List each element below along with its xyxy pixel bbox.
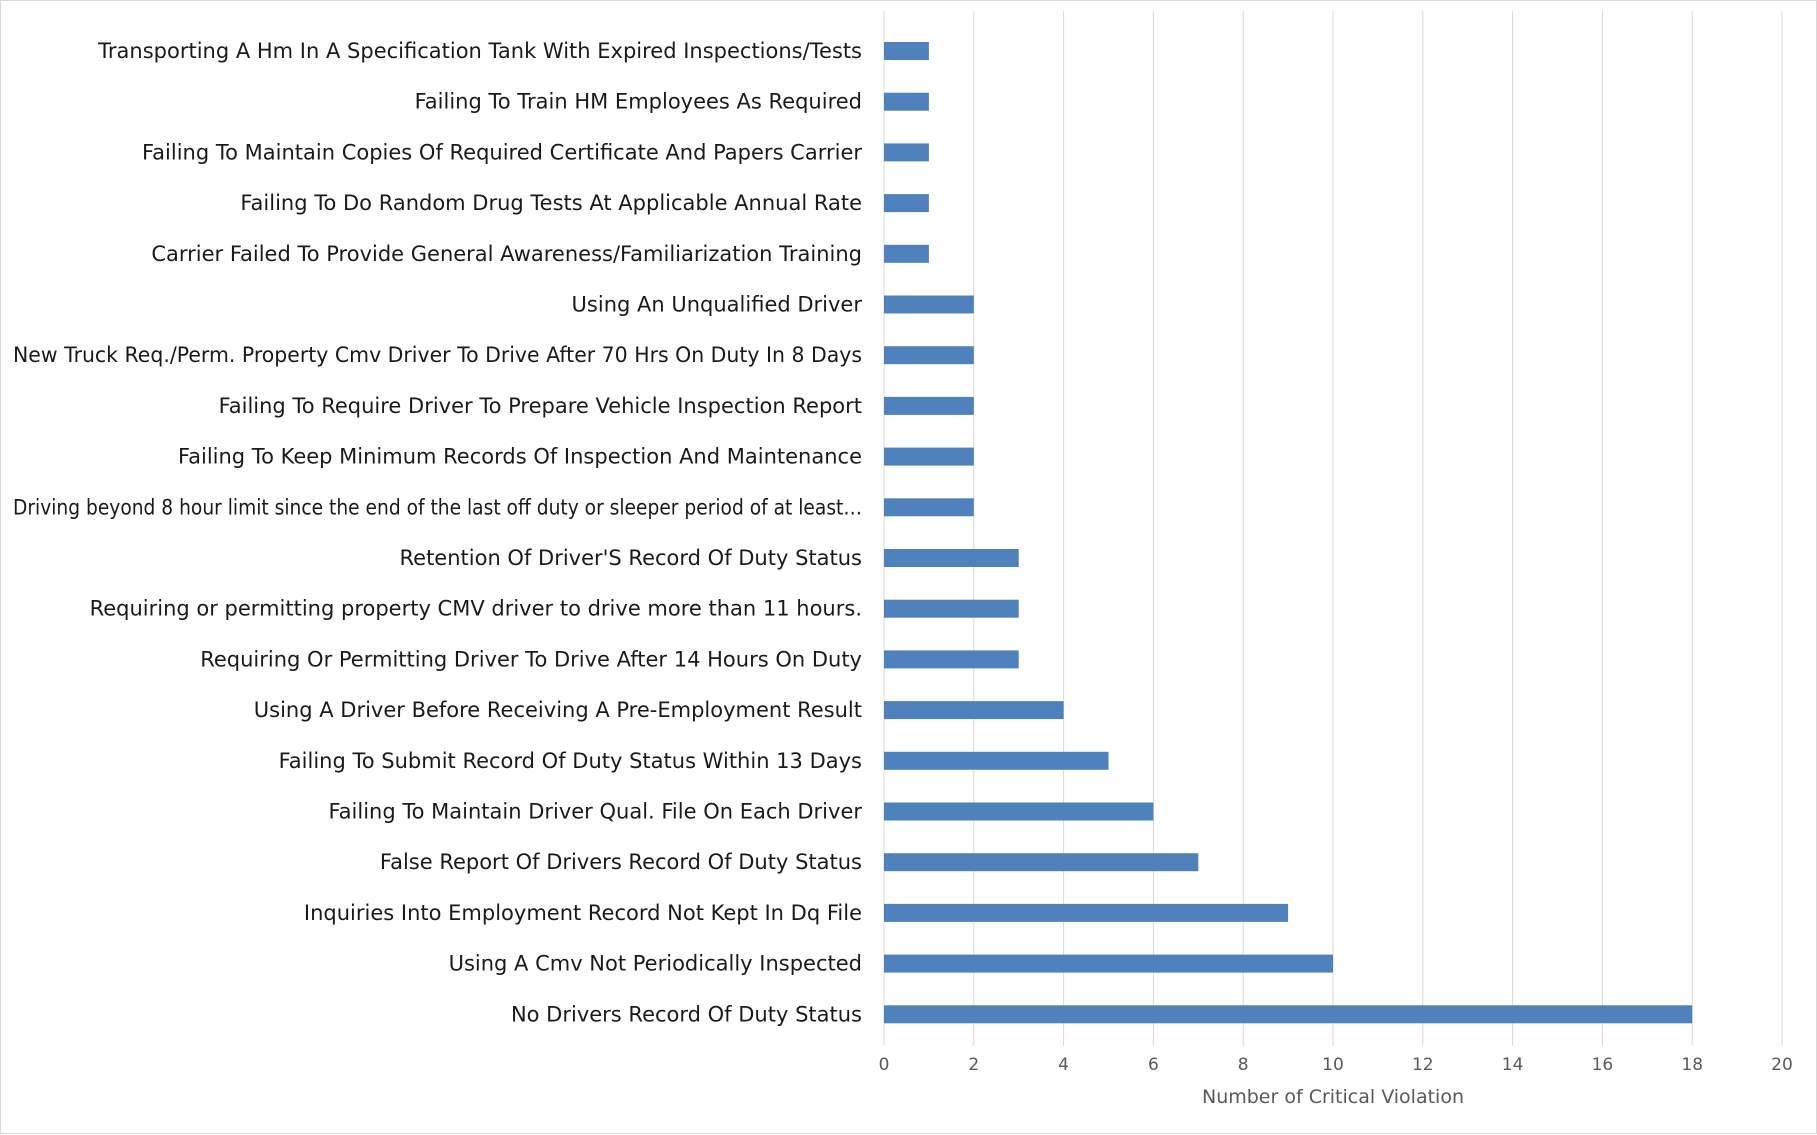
category-label: Failing To Keep Minimum Records Of Inspe…	[178, 445, 862, 469]
bar	[884, 1005, 1693, 1024]
bar	[884, 396, 974, 415]
x-tick-label: 0	[879, 1055, 890, 1075]
category-label: Retention Of Driver'S Record Of Duty Sta…	[400, 546, 863, 570]
category-label: Failing To Train HM Employees As Require…	[415, 90, 862, 114]
bars	[884, 42, 1693, 1024]
category-label: Inquiries Into Employment Record Not Kep…	[304, 901, 862, 925]
bar	[884, 549, 1019, 567]
bar	[884, 599, 1019, 618]
gridlines	[883, 11, 1783, 1046]
bar	[884, 295, 974, 314]
bar	[884, 42, 929, 60]
category-label: Using A Driver Before Receiving A Pre-Em…	[254, 698, 862, 722]
x-tick-label: 2	[968, 1055, 979, 1075]
bar	[884, 194, 929, 213]
category-label: Transporting A Hm In A Specification Tan…	[97, 39, 862, 63]
category-label: Using An Unqualified Driver	[572, 293, 863, 317]
category-label: No Drivers Record Of Duty Status	[511, 1002, 862, 1026]
bar	[884, 701, 1064, 720]
x-tick-labels: 0 2 4 6 8 10 12 14 16 18 20	[879, 1055, 1793, 1075]
category-label: Using A Cmv Not Periodically Inspected	[449, 952, 862, 976]
x-axis-title: Number of Critical Violation	[1202, 1086, 1464, 1108]
category-label: False Report Of Drivers Record Of Duty S…	[380, 850, 862, 874]
category-label: Failing To Submit Record Of Duty Status …	[279, 749, 862, 773]
x-tick-label: 4	[1058, 1055, 1069, 1075]
bar	[884, 903, 1289, 922]
bar	[884, 143, 929, 162]
category-label: Failing To Do Random Drug Tests At Appli…	[240, 191, 862, 215]
x-tick-label: 12	[1412, 1055, 1434, 1075]
bar	[884, 244, 929, 263]
category-label: Requiring or permitting property CMV dri…	[90, 597, 862, 621]
category-label: Requiring Or Permitting Driver To Drive …	[200, 647, 862, 671]
x-tick-label: 16	[1592, 1055, 1614, 1075]
category-label: New Truck Req./Perm. Property Cmv Driver…	[13, 343, 862, 367]
x-tick-label: 18	[1681, 1055, 1703, 1075]
bar	[884, 954, 1333, 973]
category-label: Failing To Require Driver To Prepare Veh…	[219, 394, 862, 418]
bar	[884, 751, 1109, 770]
category-labels: Transporting A Hm In A Specification Tan…	[13, 39, 862, 1026]
x-tick-label: 8	[1238, 1055, 1249, 1075]
category-label: Failing To Maintain Driver Qual. File On…	[329, 800, 863, 824]
bar	[884, 853, 1199, 872]
x-tick-label: 10	[1322, 1055, 1344, 1075]
x-tick-label: 14	[1502, 1055, 1524, 1075]
bar	[884, 650, 1019, 669]
bar	[884, 346, 974, 365]
category-label: Failing To Maintain Copies Of Required C…	[142, 140, 862, 164]
category-label: Driving beyond 8 hour limit since the en…	[13, 495, 862, 519]
x-tick-label: 6	[1148, 1055, 1159, 1075]
category-label: Carrier Failed To Provide General Awaren…	[151, 242, 862, 266]
bar	[884, 447, 974, 466]
bar	[884, 498, 974, 517]
x-tick-label: 20	[1771, 1055, 1793, 1075]
bar	[884, 802, 1154, 821]
bar	[884, 92, 929, 111]
